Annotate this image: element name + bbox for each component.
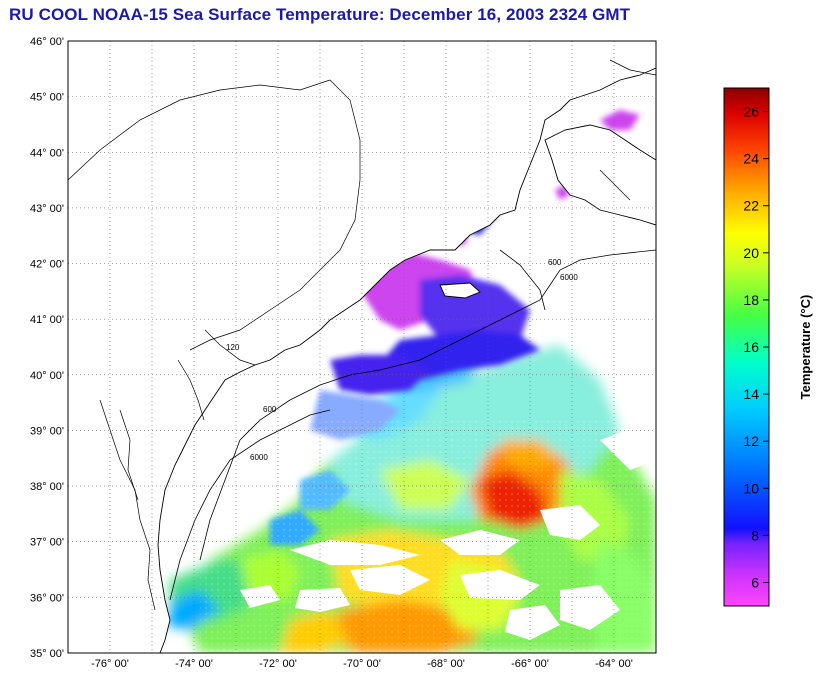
- longitude-tick-label: -64° 00': [595, 658, 633, 670]
- latitude-tick-label: 42° 00': [30, 259, 64, 271]
- longitude-tick-label: -72° 00': [259, 658, 297, 670]
- colorbar-tick-label: 16: [743, 339, 759, 355]
- sst-image: 6000 600 120 600 6000: [68, 41, 656, 653]
- contour-label-6000: 6000: [250, 453, 268, 462]
- longitude-tick-label: -74° 00': [175, 658, 213, 670]
- latitude-tick-label: 38° 00': [30, 481, 64, 493]
- colorbar-tick-label: 14: [743, 386, 759, 402]
- latitude-tick-label: 41° 00': [30, 314, 64, 326]
- map-title: RU COOL NOAA-15 Sea Surface Temperature:…: [9, 5, 631, 24]
- latitude-axis: 35° 00' 36° 00' 37° 00' 38° 00' 39° 00' 40° 0…: [30, 36, 64, 660]
- colorbar-tick-label: 10: [743, 480, 759, 496]
- longitude-tick-label: -68° 00': [427, 658, 465, 670]
- colorbar-tick-label: 18: [743, 292, 759, 308]
- latitude-tick-label: 46° 00': [30, 36, 64, 48]
- contour-labels: 6000 600 120 600 6000: [226, 258, 578, 462]
- colorbar-ticks: 6 8 10 12 14 16 18 20 22 24 26: [743, 104, 769, 590]
- latitude-tick-label: 44° 00': [30, 147, 64, 159]
- contour-label-6000-north: 6000: [560, 273, 578, 282]
- colorbar-tick-label: 26: [743, 104, 759, 120]
- latitude-tick-label: 37° 00': [30, 537, 64, 549]
- longitude-tick-label: -66° 00': [511, 658, 549, 670]
- colorbar-tick-label: 6: [751, 574, 759, 590]
- colorbar-label: Temperature (°C): [798, 295, 813, 400]
- colorbar-tick-label: 20: [743, 245, 759, 261]
- colorbar-tick-label: 24: [743, 151, 759, 167]
- latitude-tick-label: 40° 00': [30, 370, 64, 382]
- latitude-tick-label: 35° 00': [30, 648, 64, 660]
- colorbar: 6 8 10 12 14 16 18 20 22 24 26 Temperature (°C): [723, 87, 813, 607]
- longitude-tick-label: -70° 00': [343, 658, 381, 670]
- latitude-tick-label: 43° 00': [30, 203, 64, 215]
- colorbar-gradient: [723, 87, 770, 607]
- longitude-axis: -76° 00' -74° 00' -72° 00' -70° 00' -68° 00'…: [91, 658, 633, 670]
- latitude-tick-label: 36° 00': [30, 592, 64, 604]
- map-frame: [67, 40, 657, 654]
- latitude-tick-label: 39° 00': [30, 425, 64, 437]
- colorbar-tick-label: 12: [743, 433, 759, 449]
- contour-label-120: 120: [226, 343, 240, 352]
- longitude-tick-label: -76° 00': [91, 658, 129, 670]
- colorbar-tick-label: 8: [751, 527, 759, 543]
- latitude-tick-label: 45° 00': [30, 92, 64, 104]
- contour-label-600: 600: [263, 405, 277, 414]
- colorbar-tick-label: 22: [743, 198, 759, 214]
- contour-label-600-north: 600: [548, 258, 562, 267]
